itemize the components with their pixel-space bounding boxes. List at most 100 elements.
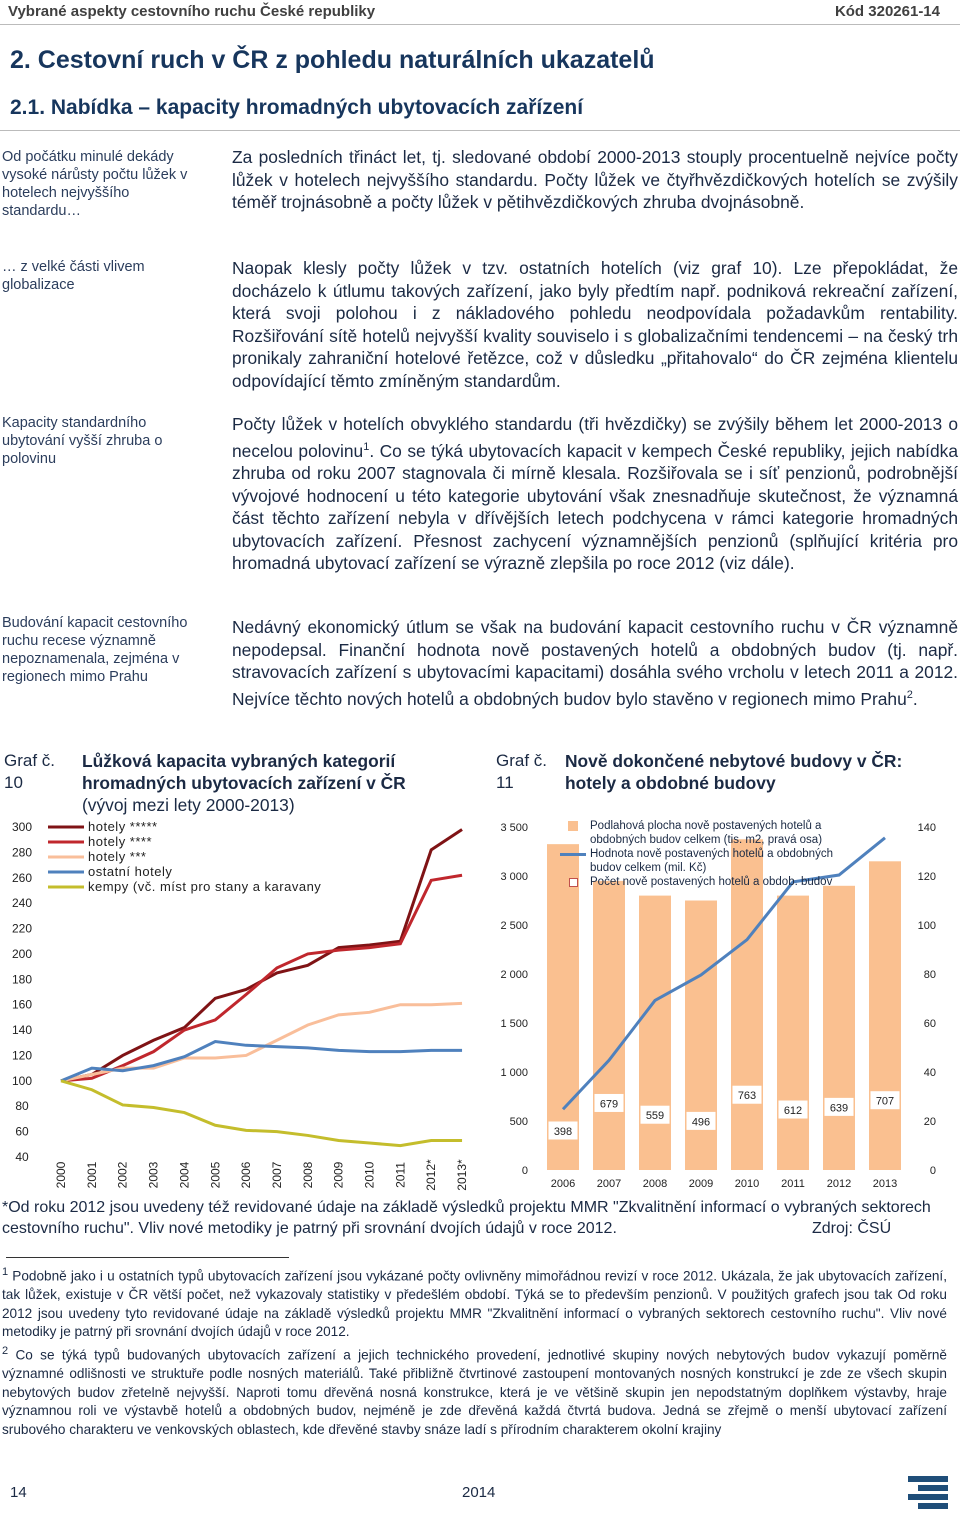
x-tick-label: 2013 [873,1178,897,1190]
subheading: 2.1. Nabídka – kapacity hromadných ubyto… [10,96,584,119]
header-rule [0,24,960,25]
paragraph: Naopak klesly počty lůžek v tzv. ostatní… [232,257,958,393]
series-line [60,873,463,1083]
legend: Podlahová plocha nově postavených hotelů… [560,820,860,891]
value-label-box [548,1121,578,1140]
x-tick-label: 2006 [239,1161,253,1188]
x-tick-label: 2002 [116,1161,130,1188]
sidenote: Budování kapacit cestovního ruchu recese… [2,615,188,685]
legend-item: Podlahová plocha nově postavených hotelů… [560,820,860,847]
y-tick-label: 120 [12,1048,32,1062]
y-tick-label: 240 [12,896,32,910]
value-label: 679 [600,1098,618,1110]
bar [639,895,671,1170]
value-label-box [870,1091,900,1110]
y2-tick-label: 100 [918,920,936,932]
y-tick-label: 140 [12,1023,32,1037]
x-tick-label: 2004 [177,1161,191,1188]
y2-tick-label: 40 [924,1067,936,1079]
y-tick-label: 100 [12,1074,32,1088]
legend-label: ostatní hotely [88,864,172,879]
y2-tick-label: 0 [930,1165,936,1177]
footnote-number: 2 [2,1344,9,1357]
value-label-box [778,1100,808,1119]
y2-tick-label: 20 [924,1116,936,1128]
legend-label: hotely **** [88,834,152,849]
chart: 40 60 80 100 120 140 160 180 200 220 240 260 280 300 2… [12,819,469,1191]
value-label-box [686,1111,716,1130]
value-label: 398 [554,1126,572,1138]
x-tick-label: 2011 [393,1162,407,1188]
paragraph: Počty lůžek v hotelích obvyklého standar… [232,413,958,575]
y-tick-label: 60 [15,1125,29,1139]
text: Naopak klesly počty lůžek v tzv. ostatní… [232,258,958,391]
chart-heading: Lůžková kapacita vybraných kategorií hro… [82,750,477,816]
bar [731,839,763,1170]
value-label: 612 [784,1105,802,1117]
x-tick-label: 2010 [363,1161,377,1188]
footnote-text: Co se týká typů budovaných ubytovacích z… [2,1347,947,1437]
y-tick-label: 280 [12,845,32,859]
legend-item: Hodnota nově postavených hotelů a obdobn… [560,848,860,875]
y-tick-label: 220 [12,922,32,936]
sidenote: Kapacity standardního ubytování vyšší zh… [2,415,163,467]
legend-label: Podlahová plocha nově postavených hotelů… [590,820,823,846]
header-title: Vybrané aspekty cestovního ruchu České r… [8,3,376,20]
page-number: 14 [10,1484,27,1501]
text: Za posledních třináct let, tj. sledované… [232,147,958,213]
x-tick-label: 2012 [827,1178,851,1190]
chart-label: Graf č. 10 [4,751,56,792]
chart-label: Graf č. 11 [496,751,548,792]
y2-tick-label: 120 [918,871,936,883]
heading: 2. Cestovní ruch v ČR z pohledu naturáln… [10,46,655,74]
bar [869,861,901,1170]
x-tick-label: 2009 [332,1161,346,1188]
chart-note: *Od roku 2012 jsou uvedeny též revidovan… [2,1199,931,1237]
legend-swatch [560,876,586,888]
y2-tick-label: 80 [924,969,936,981]
paragraph: Za posledních třináct let, tj. sledované… [232,146,958,214]
value-label-box [640,1105,670,1124]
section-rule [0,130,960,131]
y-tick-label: 2 000 [500,969,528,981]
value-label: 559 [646,1110,664,1122]
y-tick-label: 3 000 [500,871,528,883]
text: Nedávný ekonomický útlum se však na budo… [232,617,958,709]
footnote: 1 Podobně jako i u ostatních typů ubytov… [2,1263,947,1342]
bar [547,844,579,1170]
footnotes: 1 Podobně jako i u ostatních typů ubytov… [2,1263,947,1439]
value-label-box [732,1085,762,1104]
y-tick-label: 260 [12,871,32,885]
legend-label: hotely *** [88,849,146,864]
y2-tick-label: 140 [918,822,936,834]
x-tick-label: 2005 [208,1161,222,1188]
text: Počty lůžek v hotelích obvyklého standar… [232,414,958,461]
x-tick-label: 2006 [551,1178,575,1190]
bar [823,885,855,1170]
y-tick-label: 3 500 [500,822,528,834]
y-tick-label: 1 500 [500,1018,528,1030]
y-tick-label: 2 500 [500,920,528,932]
text: . Co se týká ubytovacích kapacit v kempe… [232,440,958,574]
x-tick-label: 2003 [147,1161,161,1188]
y-tick-label: 200 [12,947,32,961]
chart-title: Nově dokončené nebytové budovy v ČR: hot… [565,751,903,793]
source: Zdroj: ČSÚ [812,1220,892,1237]
legend-swatch [560,848,586,860]
y-tick-label: 160 [12,998,32,1012]
x-tick-label: 2011 [781,1178,805,1190]
x-tick-label: 2010 [735,1178,759,1190]
footnote: 2 Co se týká typů budovaných ubytovacích… [2,1342,947,1440]
x-tick-label: 2001 [85,1161,99,1188]
chart: 0 500 1 000 1 500 2 000 2 500 3 000 3 500 0 20 40 6… [500,822,936,1190]
y-tick-label: 40 [15,1150,29,1164]
value-label: 639 [830,1102,848,1114]
series-line [60,1001,463,1083]
footnote-ref: 2 [906,688,913,701]
value-label-box [824,1097,854,1116]
y-tick-label: 500 [510,1116,528,1128]
y-tick-label: 300 [12,820,32,834]
y-tick-label: 1 000 [500,1067,528,1079]
bar [777,895,809,1170]
chart-title: Lůžková kapacita vybraných kategorií hro… [82,751,406,793]
